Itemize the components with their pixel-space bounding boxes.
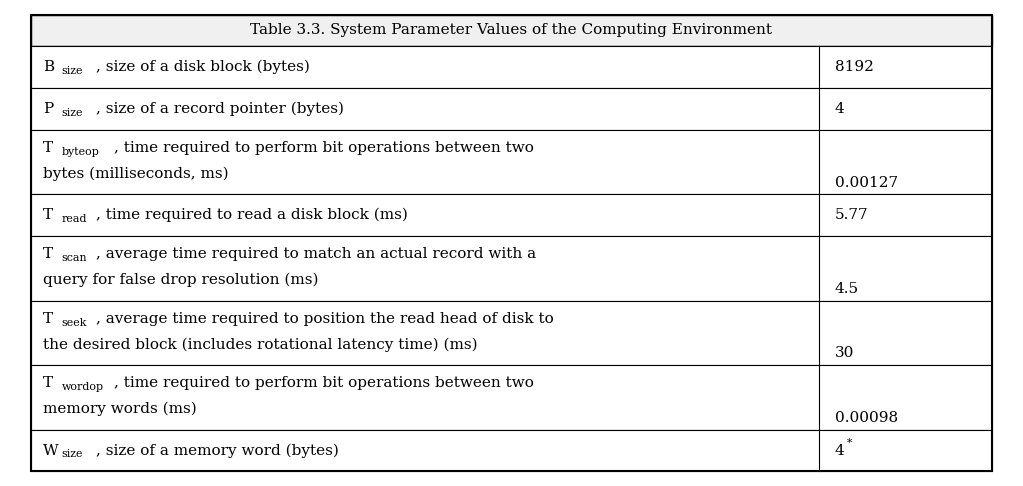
Text: 0.00098: 0.00098: [835, 411, 898, 425]
Text: the desired block (includes rotational latency time) (ms): the desired block (includes rotational l…: [43, 337, 478, 352]
Text: 4.5: 4.5: [835, 282, 858, 296]
Text: wordop: wordop: [61, 382, 103, 392]
Text: 30: 30: [835, 347, 854, 361]
Text: 5.77: 5.77: [835, 208, 869, 222]
Polygon shape: [31, 194, 992, 236]
Text: 4: 4: [835, 102, 844, 116]
Text: , average time required to match an actual record with a: , average time required to match an actu…: [96, 247, 536, 261]
Polygon shape: [31, 236, 992, 301]
Text: bytes (milliseconds, ms): bytes (milliseconds, ms): [43, 166, 228, 181]
Text: memory words (ms): memory words (ms): [43, 402, 196, 416]
Text: scan: scan: [61, 253, 87, 263]
Text: B: B: [43, 60, 54, 74]
Text: seek: seek: [61, 317, 87, 328]
Text: , size of a memory word (bytes): , size of a memory word (bytes): [96, 443, 339, 458]
Text: query for false drop resolution (ms): query for false drop resolution (ms): [43, 273, 318, 287]
Polygon shape: [31, 130, 992, 194]
Polygon shape: [31, 88, 992, 130]
Text: W: W: [43, 444, 58, 457]
Text: 0.00127: 0.00127: [835, 175, 898, 190]
Text: read: read: [61, 214, 87, 224]
Text: byteop: byteop: [61, 147, 99, 157]
Text: T: T: [43, 247, 53, 261]
Text: Table 3.3. System Parameter Values of the Computing Environment: Table 3.3. System Parameter Values of th…: [251, 23, 772, 37]
Text: , average time required to position the read head of disk to: , average time required to position the …: [96, 312, 553, 326]
Polygon shape: [31, 15, 992, 46]
Polygon shape: [31, 301, 992, 365]
Text: T: T: [43, 208, 53, 222]
Text: size: size: [61, 108, 83, 118]
Text: 4: 4: [835, 444, 844, 457]
Text: , time required to perform bit operations between two: , time required to perform bit operation…: [114, 141, 533, 155]
Polygon shape: [31, 365, 992, 430]
Text: 8192: 8192: [835, 60, 874, 74]
Text: *: *: [847, 438, 852, 448]
Polygon shape: [31, 46, 992, 88]
Text: T: T: [43, 376, 53, 390]
Text: size: size: [61, 66, 83, 76]
Text: size: size: [61, 450, 83, 459]
Text: T: T: [43, 141, 53, 155]
Text: , size of a disk block (bytes): , size of a disk block (bytes): [96, 60, 310, 74]
Text: T: T: [43, 312, 53, 326]
Text: , size of a record pointer (bytes): , size of a record pointer (bytes): [96, 102, 344, 116]
Text: P: P: [43, 102, 53, 116]
Polygon shape: [31, 430, 992, 471]
Text: , time required to perform bit operations between two: , time required to perform bit operation…: [114, 376, 533, 390]
Text: , time required to read a disk block (ms): , time required to read a disk block (ms…: [96, 208, 408, 223]
